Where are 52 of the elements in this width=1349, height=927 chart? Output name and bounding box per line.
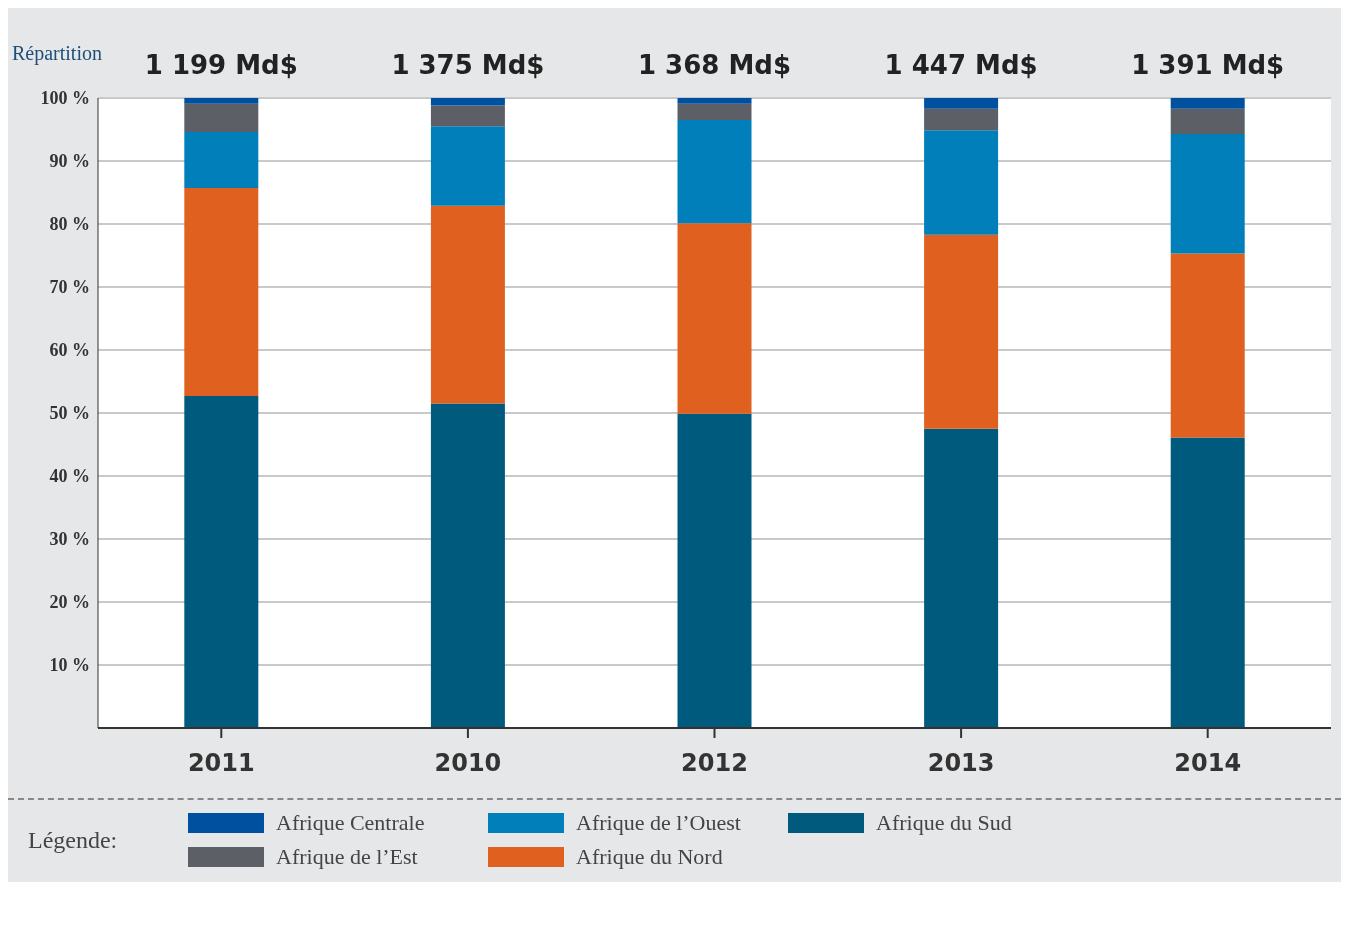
bar xyxy=(184,188,259,396)
legend-label: Afrique de l’Est xyxy=(276,844,418,870)
legend-label: Afrique du Nord xyxy=(576,844,723,870)
x-tick-label: 2010 xyxy=(434,749,502,778)
x-tick-label: 2011 xyxy=(187,749,255,778)
bar xyxy=(1170,108,1245,134)
bar xyxy=(677,98,752,104)
bar xyxy=(924,234,999,429)
y-tick-label: 100 % xyxy=(40,88,90,109)
bar xyxy=(1170,437,1245,728)
bar xyxy=(677,103,752,121)
bar xyxy=(184,132,259,189)
annotation: 1 199 Md$ xyxy=(144,50,298,80)
bar xyxy=(677,413,752,728)
bar xyxy=(430,98,505,106)
y-tick-label: 70 % xyxy=(49,277,90,298)
legend-label: Afrique du Sud xyxy=(876,810,1012,836)
bar xyxy=(924,98,999,109)
y-tick-label: 10 % xyxy=(49,655,90,676)
x-tick-label: 2014 xyxy=(1174,749,1242,778)
bar xyxy=(677,120,752,224)
annotation: 1 368 Md$ xyxy=(637,50,792,80)
y-tick-label: 80 % xyxy=(49,214,90,235)
legend-title: Légende: xyxy=(28,826,119,854)
bar xyxy=(1170,98,1245,109)
y-tick-label: 60 % xyxy=(49,340,90,361)
x-tick-label: 2012 xyxy=(681,749,748,778)
bar xyxy=(924,428,999,728)
x-tick-label: 2013 xyxy=(927,749,995,778)
y-tick-label: 30 % xyxy=(49,529,90,550)
legend-label: Afrique Centrale xyxy=(276,810,425,836)
bar xyxy=(184,103,259,133)
y-tick-label: 20 % xyxy=(49,592,90,613)
annotation: 1 391 Md$ xyxy=(1131,50,1285,80)
bar xyxy=(1170,253,1245,438)
annotation: 1 447 Md$ xyxy=(884,50,1038,80)
bar xyxy=(430,105,505,127)
bar xyxy=(1170,133,1245,254)
y-axis-title: Répartition xyxy=(12,42,102,65)
bar xyxy=(184,98,259,104)
annotation: 1 375 Md$ xyxy=(391,50,545,80)
bar xyxy=(430,403,505,728)
legend-label: Afrique de l’Ouest xyxy=(576,810,741,836)
bar xyxy=(924,130,999,235)
y-tick-label: 40 % xyxy=(49,466,90,487)
bar xyxy=(430,126,505,206)
y-tick-label: 50 % xyxy=(49,403,90,424)
y-tick-label: 90 % xyxy=(49,151,90,172)
bar xyxy=(430,205,505,404)
bar xyxy=(184,395,259,728)
bar xyxy=(924,108,999,131)
bar xyxy=(677,223,752,414)
